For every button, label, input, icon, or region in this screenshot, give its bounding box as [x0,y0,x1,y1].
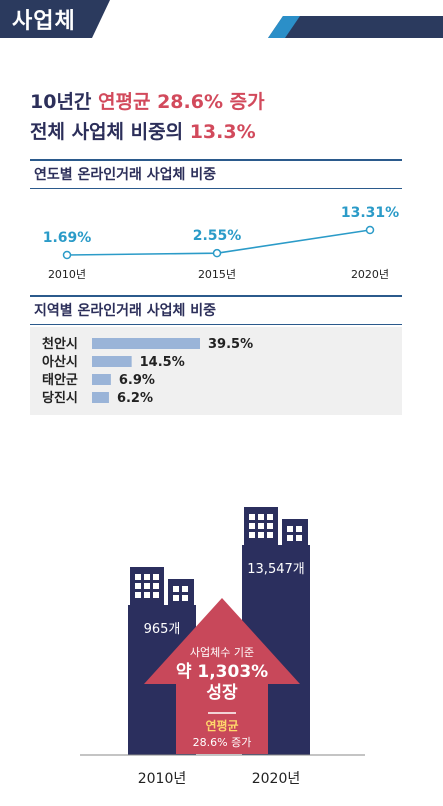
growth-text-3: 성장 [206,683,238,703]
building-window [267,532,273,538]
trend-chart-panel: 1.69% 2010년 2.55% 2015년 13.31% 2020년 [30,190,402,292]
region-data-label: 6.2% [117,391,153,406]
region-category-label: 천안시 [42,336,78,352]
building-window [296,535,302,541]
building-window [135,574,141,580]
building-window [249,532,255,538]
building-window [296,526,302,532]
building-window [135,583,141,589]
building-window [267,514,273,520]
building-value-label: 965개 [144,622,181,637]
banner-title: 사업체 [12,9,76,34]
building-window [182,586,188,592]
building-year-label: 2010년 [138,771,187,787]
trend-point [365,225,375,235]
building-window [153,592,159,598]
region-category-label: 당진시 [42,390,78,406]
building-window [144,592,150,598]
headline-line-2-accent: 13.3% [189,121,256,143]
building-window [258,532,264,538]
region-category-label: 태안군 [42,372,78,388]
trend-x-tick-label: 2010년 [48,268,86,281]
region-chart: 천안시 39.5% 아산시 14.5% 태안군 6.9% 당진시 6.2% [42,336,253,406]
building-window [182,595,188,601]
region-chart-panel: 천안시 39.5% 아산시 14.5% 태안군 6.9% 당진시 6.2% [30,327,402,415]
region-data-label: 6.9% [119,373,155,388]
trend-data-label: 2.55% [193,228,242,244]
business-count-chart: 965개 2010년 13,547개 2020년 사업체수 기준약 1,303%성장연평… [80,507,365,787]
building-rooftop-short [282,519,308,549]
trend-data-label: 1.69% [43,230,92,246]
building-window [258,523,264,529]
growth-text-4: 연평균 [205,718,238,733]
trend-chart: 1.69% 2010년 2.55% 2015년 13.31% 2020년 [43,205,399,281]
building-window [144,583,150,589]
building-window [267,523,273,529]
growth-text-5: 28.6% 증가 [193,736,252,749]
trend-data-label: 13.31% [341,205,399,221]
building-window [287,535,293,541]
trend-point [212,248,222,258]
headline-line-1: 10년간 연평균 28.6% 증가 [30,87,265,114]
trend-point [62,250,72,260]
building-window [249,523,255,529]
trend-x-tick-label: 2015년 [198,268,236,281]
growth-text-2: 약 1,303% [176,661,268,682]
region-bar [92,392,109,403]
region-data-label: 39.5% [208,337,253,352]
region-bar [92,338,200,349]
building-window [287,526,293,532]
region-bar [92,374,111,385]
growth-text-1: 사업체수 기준 [190,646,254,659]
headline-line-1-accent: 연평균 28.6% 증가 [98,91,265,113]
section-banner: 사업체 [0,0,443,38]
region-category-label: 아산시 [42,354,78,370]
building-year-label: 2020년 [252,771,301,787]
building-window [153,583,159,589]
trend-x-tick-label: 2020년 [351,268,389,281]
building-value-label: 13,547개 [247,562,304,577]
building-window [173,586,179,592]
banner-shape [0,0,443,38]
building-window [249,514,255,520]
building-window [173,595,179,601]
region-bar [92,356,132,367]
building-window [144,574,150,580]
growth-arrow [144,598,300,754]
headline-line-2-prefix: 전체 사업체 비중의 [30,121,190,143]
building-window [153,574,159,580]
building-rooftop-short [168,579,194,609]
building-window [258,514,264,520]
headline-line-1-prefix: 10년간 [30,91,99,113]
building-window [135,592,141,598]
region-data-label: 14.5% [140,355,185,370]
region-chart-title: 지역별 온라인거래 사업체 비중 [30,295,402,325]
headline-line-2: 전체 사업체 비중의 13.3% [30,117,256,144]
trend-chart-title: 연도별 온라인거래 사업체 비중 [30,159,402,189]
